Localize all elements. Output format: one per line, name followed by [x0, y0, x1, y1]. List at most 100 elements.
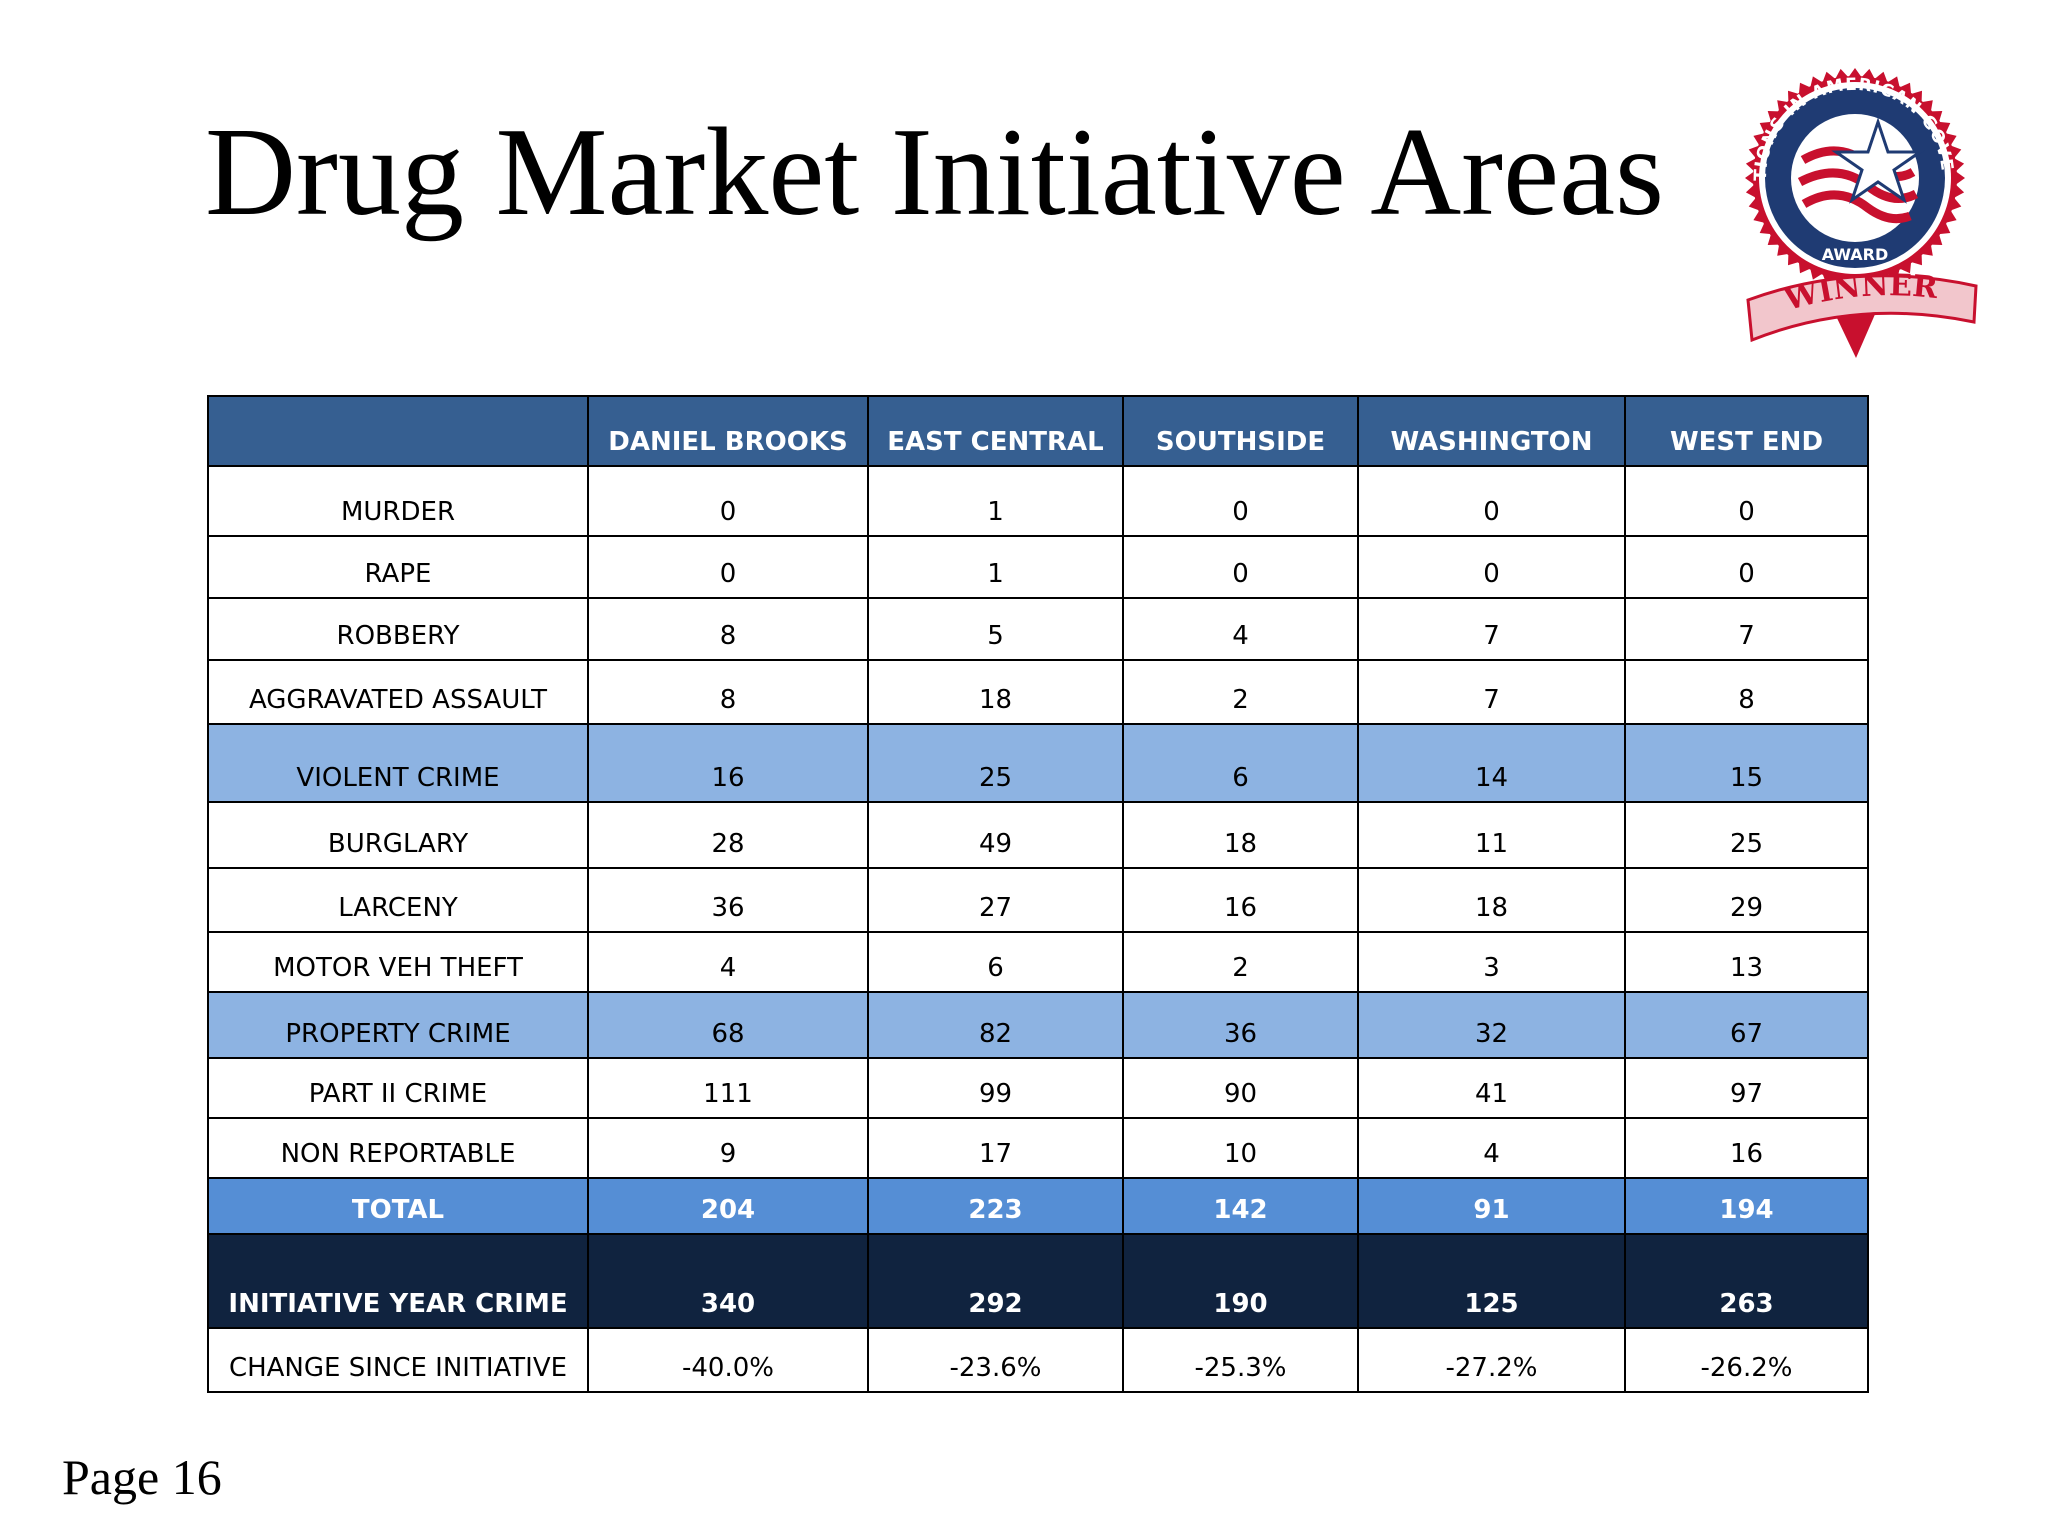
- column-header: WASHINGTON: [1357, 395, 1626, 467]
- header-corner-cell: [207, 395, 589, 467]
- table-cell: 9: [587, 1117, 869, 1179]
- row-label: MURDER: [207, 465, 589, 537]
- table-row: NON REPORTABLE 9 17 10 4 16: [207, 1117, 1869, 1179]
- table-cell: 18: [1357, 867, 1626, 933]
- table-cell: 194: [1624, 1177, 1869, 1235]
- table-row: AGGRAVATED ASSAULT 8 18 2 7 8: [207, 659, 1869, 725]
- table-row: PROPERTY CRIME 68 82 36 32 67: [207, 991, 1869, 1059]
- table-cell: 16: [1624, 1117, 1869, 1179]
- table-row: MOTOR VEH THEFT 4 6 2 3 13: [207, 931, 1869, 993]
- crime-table: DANIEL BROOKS EAST CENTRAL SOUTHSIDE WASHIN…: [207, 395, 1869, 1393]
- table-cell: 18: [867, 659, 1124, 725]
- table-cell: 90: [1122, 1057, 1359, 1119]
- table-row: VIOLENT CRIME 16 25 6 14 15: [207, 723, 1869, 803]
- table-cell: 8: [587, 659, 869, 725]
- table-cell: 1: [867, 465, 1124, 537]
- table-cell: 340: [587, 1233, 869, 1329]
- row-label: BURGLARY: [207, 801, 589, 869]
- table-cell: 67: [1624, 991, 1869, 1059]
- row-label: NON REPORTABLE: [207, 1117, 589, 1179]
- table-cell: -25.3%: [1122, 1327, 1359, 1393]
- table-cell: 32: [1357, 991, 1626, 1059]
- table-cell: 41: [1357, 1057, 1626, 1119]
- row-label: RAPE: [207, 535, 589, 599]
- table-cell: 263: [1624, 1233, 1869, 1329]
- row-label: PART II CRIME: [207, 1057, 589, 1119]
- table-cell: 223: [867, 1177, 1124, 1235]
- table-cell: 6: [1122, 723, 1359, 803]
- award-winner-seal-icon: INNOVATIONS IN AMERICAN GOVERNMENT AWARD…: [1728, 60, 1978, 358]
- table-cell: 0: [587, 465, 869, 537]
- row-label: CHANGE SINCE INITIATIVE: [207, 1327, 589, 1393]
- table-cell: 204: [587, 1177, 869, 1235]
- row-label: MOTOR VEH THEFT: [207, 931, 589, 993]
- table-cell: 6: [867, 931, 1124, 993]
- table-cell: 28: [587, 801, 869, 869]
- table-cell: 27: [867, 867, 1124, 933]
- page-number: Page 16: [62, 1449, 222, 1505]
- table-cell: 16: [587, 723, 869, 803]
- column-header: DANIEL BROOKS: [587, 395, 869, 467]
- table-cell: 14: [1357, 723, 1626, 803]
- table-cell: 25: [867, 723, 1124, 803]
- table-cell: 292: [867, 1233, 1124, 1329]
- table-cell: -40.0%: [587, 1327, 869, 1393]
- table-cell: 142: [1122, 1177, 1359, 1235]
- table-row: INITIATIVE YEAR CRIME 340 292 190 125 263: [207, 1233, 1869, 1329]
- row-label: PROPERTY CRIME: [207, 991, 589, 1059]
- table-cell: 0: [1122, 465, 1359, 537]
- table-cell: 36: [587, 867, 869, 933]
- table-cell: 4: [1357, 1117, 1626, 1179]
- table-cell: 17: [867, 1117, 1124, 1179]
- table-cell: 7: [1357, 659, 1626, 725]
- table-cell: 2: [1122, 931, 1359, 993]
- row-label: VIOLENT CRIME: [207, 723, 589, 803]
- table-row: RAPE 0 1 0 0 0: [207, 535, 1869, 599]
- table-cell: 0: [1357, 535, 1626, 599]
- table-body: MURDER 0 1 0 0 0 RAPE 0 1 0 0 0 ROBBERY 8 5 4 7 7 AGGRAVAT…: [207, 465, 1869, 1393]
- table-cell: 2: [1122, 659, 1359, 725]
- table-cell: 18: [1122, 801, 1359, 869]
- row-label: TOTAL: [207, 1177, 589, 1235]
- column-header: WEST END: [1624, 395, 1869, 467]
- column-header: EAST CENTRAL: [867, 395, 1124, 467]
- table-row: MURDER 0 1 0 0 0: [207, 465, 1869, 537]
- row-label: AGGRAVATED ASSAULT: [207, 659, 589, 725]
- table-cell: 125: [1357, 1233, 1626, 1329]
- table-cell: 16: [1122, 867, 1359, 933]
- table-cell: -27.2%: [1357, 1327, 1626, 1393]
- table-cell: 7: [1357, 597, 1626, 661]
- row-label: LARCENY: [207, 867, 589, 933]
- table-cell: 36: [1122, 991, 1359, 1059]
- table-cell: 1: [867, 535, 1124, 599]
- table-cell: -26.2%: [1624, 1327, 1869, 1393]
- table-cell: 0: [587, 535, 869, 599]
- row-label: INITIATIVE YEAR CRIME: [207, 1233, 589, 1329]
- slide-title: Drug Market Initiative Areas: [205, 103, 1665, 242]
- table-row: BURGLARY 28 49 18 11 25: [207, 801, 1869, 869]
- table-cell: 0: [1624, 535, 1869, 599]
- table-cell: 0: [1122, 535, 1359, 599]
- table-row: ROBBERY 8 5 4 7 7: [207, 597, 1869, 661]
- table-cell: 8: [587, 597, 869, 661]
- table-row: CHANGE SINCE INITIATIVE -40.0% -23.6% -25.3…: [207, 1327, 1869, 1393]
- table-cell: 5: [867, 597, 1124, 661]
- table-header-row: DANIEL BROOKS EAST CENTRAL SOUTHSIDE WASHIN…: [207, 395, 1869, 467]
- table-cell: 4: [587, 931, 869, 993]
- table-cell: 10: [1122, 1117, 1359, 1179]
- table-row: PART II CRIME 111 99 90 41 97: [207, 1057, 1869, 1119]
- table-cell: 3: [1357, 931, 1626, 993]
- table-cell: 91: [1357, 1177, 1626, 1235]
- table-cell: 4: [1122, 597, 1359, 661]
- table-cell: 111: [587, 1057, 869, 1119]
- table-row: TOTAL 204 223 142 91 194: [207, 1177, 1869, 1235]
- table-row: LARCENY 36 27 16 18 29: [207, 867, 1869, 933]
- table-cell: 99: [867, 1057, 1124, 1119]
- table-cell: 97: [1624, 1057, 1869, 1119]
- table-cell: 7: [1624, 597, 1869, 661]
- column-header: SOUTHSIDE: [1122, 395, 1359, 467]
- table-cell: -23.6%: [867, 1327, 1124, 1393]
- svg-text:AWARD: AWARD: [1822, 245, 1889, 264]
- table-cell: 25: [1624, 801, 1869, 869]
- table-cell: 11: [1357, 801, 1626, 869]
